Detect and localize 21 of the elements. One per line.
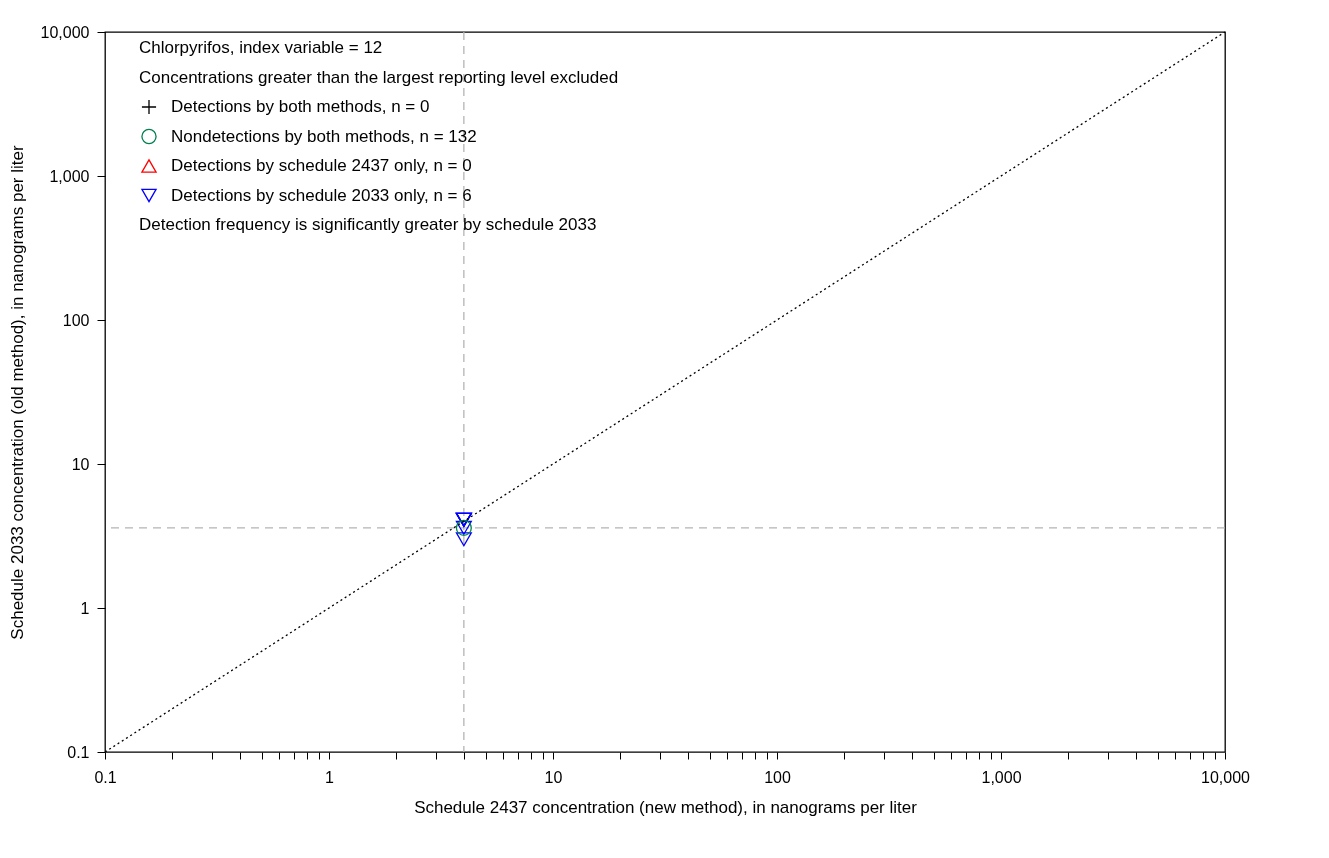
annotation: Detection frequency is significantly greater by schedule 2033	[139, 215, 597, 234]
legend-label: Detections by schedule 2033 only, n = 6	[171, 185, 472, 205]
annotation: Chlorpyrifos, index variable = 12	[139, 38, 383, 57]
x-tick-label: 10,000	[1201, 768, 1251, 786]
y-tick-label: 1	[80, 599, 90, 617]
y-tick-label: 0.1	[67, 743, 90, 761]
x-tick-label: 1,000	[981, 768, 1022, 786]
x-tick-label: 1	[325, 768, 335, 786]
x-tick-label: 100	[764, 768, 791, 786]
legend-label: Detections by schedule 2437 only, n = 0	[171, 156, 472, 175]
y-tick-label: 100	[62, 311, 90, 329]
y-tick-label: 10	[71, 455, 90, 473]
x-axis-title: Schedule 2437 concentration (new method), in nanograms per liter	[414, 797, 918, 817]
y-tick-label: 10,000	[40, 23, 90, 41]
legend-label: Nondetections by both methods, n = 132	[171, 126, 477, 146]
x-tick-label: 10	[544, 768, 563, 786]
x-tick-label: 0.1	[94, 768, 117, 786]
y-tick-label: 1,000	[49, 167, 90, 185]
annotation: Concentrations greater than the largest reporting level excluded	[139, 67, 619, 87]
y-axis-title: Schedule 2033 concentration (old method), in nanograms per liter	[7, 145, 27, 640]
legend-label: Detections by both methods, n = 0	[171, 97, 430, 116]
